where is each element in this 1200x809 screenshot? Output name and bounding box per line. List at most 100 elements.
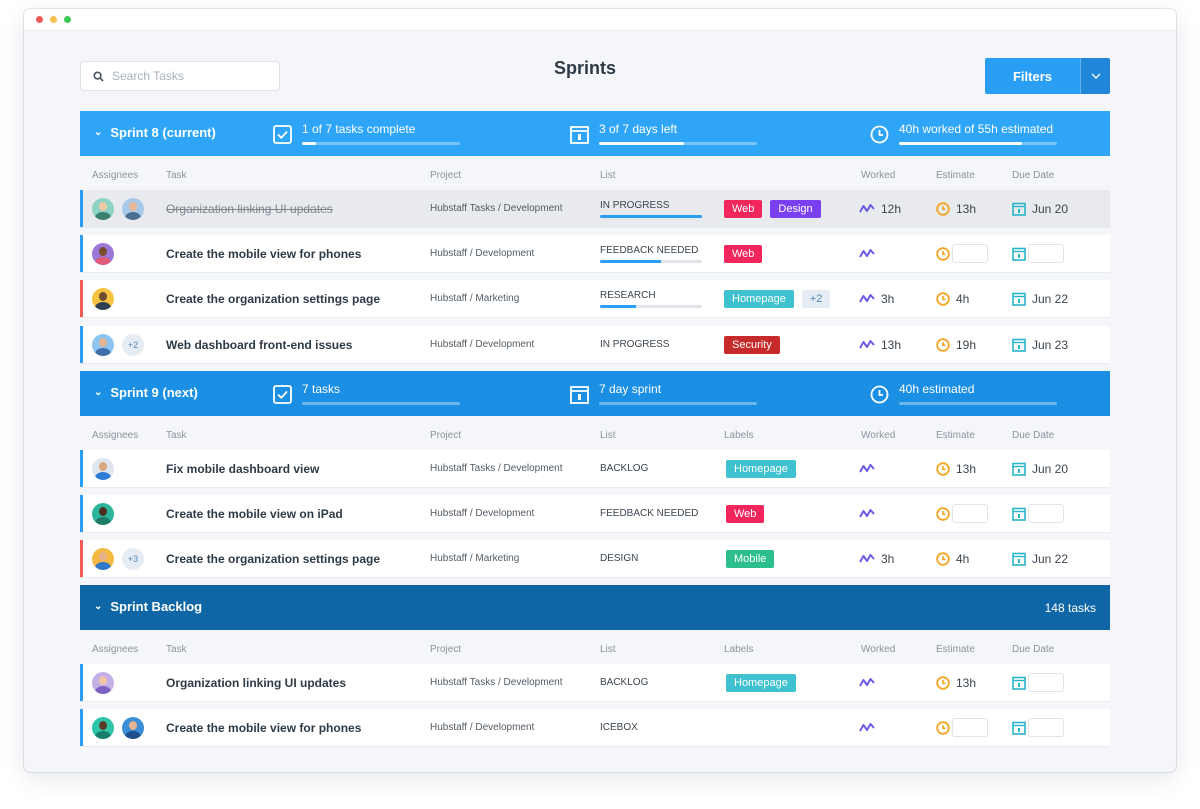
- minimize-window-button[interactable]: [50, 16, 57, 23]
- chevron-down-icon[interactable]: ⌄: [94, 127, 103, 138]
- avatar[interactable]: [92, 457, 114, 480]
- avatar[interactable]: [92, 242, 114, 265]
- list-status[interactable]: IN PROGRESS: [600, 326, 669, 363]
- list-status[interactable]: BACKLOG: [600, 450, 648, 487]
- estimate[interactable]: [936, 495, 988, 532]
- task-name[interactable]: Organization linking UI updates: [166, 675, 347, 690]
- search-input[interactable]: [112, 69, 262, 83]
- list-status[interactable]: FEEDBACK NEEDED: [600, 495, 698, 532]
- estimate[interactable]: 4h: [936, 540, 969, 577]
- due-date[interactable]: Jun 22: [1012, 280, 1068, 317]
- task-name[interactable]: Create the organization settings page: [166, 551, 381, 566]
- column-header-labels[interactable]: Labels: [724, 644, 754, 655]
- column-header-assignees[interactable]: Assignees: [92, 644, 139, 655]
- label-tag[interactable]: Design: [770, 199, 821, 218]
- list-status[interactable]: RESEARCH: [600, 280, 702, 317]
- estimate[interactable]: [936, 709, 988, 746]
- label-tag[interactable]: Web: [726, 504, 765, 523]
- avatar[interactable]: [92, 547, 114, 570]
- due-date[interactable]: Jun 20: [1012, 190, 1068, 227]
- label-tag[interactable]: Security: [724, 335, 780, 354]
- task-name[interactable]: Web dashboard front-end issues: [166, 337, 353, 352]
- avatar[interactable]: [92, 197, 114, 220]
- due-date-input[interactable]: [1028, 504, 1064, 523]
- column-header-project[interactable]: Project: [430, 430, 462, 441]
- task-name[interactable]: Fix mobile dashboard view: [166, 461, 320, 476]
- table-row[interactable]: Fix mobile dashboard view Hubstaff Tasks …: [80, 450, 1110, 487]
- sprint8-title[interactable]: ⌄ Sprint 8 (current): [94, 125, 216, 140]
- column-header-worked[interactable]: Worked: [861, 430, 896, 441]
- column-header-project[interactable]: Project: [430, 644, 462, 655]
- due-date[interactable]: Jun 23: [1012, 326, 1068, 363]
- due-date-input[interactable]: [1028, 673, 1064, 692]
- table-row[interactable]: Create the organization settings page Hub…: [80, 280, 1110, 317]
- estimate[interactable]: 13h: [936, 450, 976, 487]
- column-header-worked[interactable]: Worked: [861, 644, 896, 655]
- estimate[interactable]: 13h: [936, 664, 976, 701]
- column-header-task[interactable]: Task: [166, 430, 187, 441]
- estimate-input[interactable]: [952, 244, 988, 263]
- column-header-task[interactable]: Task: [166, 644, 187, 655]
- more-assignees-badge[interactable]: +3: [122, 547, 144, 570]
- task-name[interactable]: Create the mobile view for phones: [166, 720, 362, 735]
- due-date[interactable]: [1012, 709, 1064, 746]
- chevron-down-icon[interactable]: ⌄: [94, 601, 103, 612]
- estimate[interactable]: 19h: [936, 326, 976, 363]
- filters-button[interactable]: Filters: [985, 58, 1080, 94]
- column-header-list[interactable]: List: [600, 170, 616, 181]
- filters-dropdown-button[interactable]: [1080, 58, 1110, 94]
- column-header-assignees[interactable]: Assignees: [92, 430, 139, 441]
- task-name[interactable]: Create the organization settings page: [166, 291, 381, 306]
- close-window-button[interactable]: [36, 16, 43, 23]
- label-tag[interactable]: Mobile: [726, 549, 775, 568]
- column-header-list[interactable]: List: [600, 644, 616, 655]
- column-header-project[interactable]: Project: [430, 170, 462, 181]
- avatar[interactable]: [92, 716, 114, 739]
- search-box[interactable]: [80, 61, 280, 91]
- list-status[interactable]: DESIGN: [600, 540, 638, 577]
- column-header-estimate[interactable]: Estimate: [936, 430, 975, 441]
- estimate[interactable]: [936, 235, 988, 272]
- column-header-assignees[interactable]: Assignees: [92, 170, 139, 181]
- table-row[interactable]: Organization linking UI updates Hubstaff …: [80, 190, 1110, 227]
- table-row[interactable]: +2 Web dashboard front-end issues Hubstaff…: [80, 326, 1110, 363]
- label-tag[interactable]: Homepage: [726, 673, 796, 692]
- column-header-worked[interactable]: Worked: [861, 170, 896, 181]
- backlog-title[interactable]: ⌄ Sprint Backlog: [94, 599, 202, 614]
- due-date[interactable]: [1012, 495, 1064, 532]
- due-date-input[interactable]: [1028, 244, 1064, 263]
- column-header-due[interactable]: Due Date: [1012, 644, 1055, 655]
- task-name[interactable]: Organization linking UI updates: [166, 201, 333, 216]
- more-labels-badge[interactable]: +2: [801, 289, 831, 308]
- column-header-task[interactable]: Task: [166, 170, 187, 181]
- list-status[interactable]: ICEBOX: [600, 709, 638, 746]
- list-status[interactable]: IN PROGRESS: [600, 190, 702, 227]
- more-assignees-badge[interactable]: +2: [122, 333, 144, 356]
- due-date-input[interactable]: [1028, 718, 1064, 737]
- column-header-list[interactable]: List: [600, 430, 616, 441]
- avatar[interactable]: [92, 502, 114, 525]
- table-row[interactable]: Create the mobile view for phones Hubstaf…: [80, 235, 1110, 272]
- estimate-input[interactable]: [952, 718, 988, 737]
- column-header-due[interactable]: Due Date: [1012, 430, 1055, 441]
- due-date[interactable]: [1012, 664, 1064, 701]
- estimate-input[interactable]: [952, 504, 988, 523]
- estimate[interactable]: 4h: [936, 280, 969, 317]
- avatar[interactable]: [122, 716, 144, 739]
- maximize-window-button[interactable]: [64, 16, 71, 23]
- table-row[interactable]: Create the mobile view for phones Hubstaf…: [80, 709, 1110, 746]
- due-date[interactable]: Jun 20: [1012, 450, 1068, 487]
- estimate[interactable]: 13h: [936, 190, 976, 227]
- avatar[interactable]: [122, 197, 144, 220]
- sprint9-title[interactable]: ⌄ Sprint 9 (next): [94, 385, 198, 400]
- column-header-due[interactable]: Due Date: [1012, 170, 1055, 181]
- column-header-estimate[interactable]: Estimate: [936, 644, 975, 655]
- avatar[interactable]: [92, 333, 114, 356]
- list-status[interactable]: BACKLOG: [600, 664, 648, 701]
- due-date[interactable]: [1012, 235, 1064, 272]
- table-row[interactable]: +3 Create the organization settings page H…: [80, 540, 1110, 577]
- task-name[interactable]: Create the mobile view for phones: [166, 246, 362, 261]
- list-status[interactable]: FEEDBACK NEEDED: [600, 235, 702, 272]
- due-date[interactable]: Jun 22: [1012, 540, 1068, 577]
- label-tag[interactable]: Homepage: [726, 459, 796, 478]
